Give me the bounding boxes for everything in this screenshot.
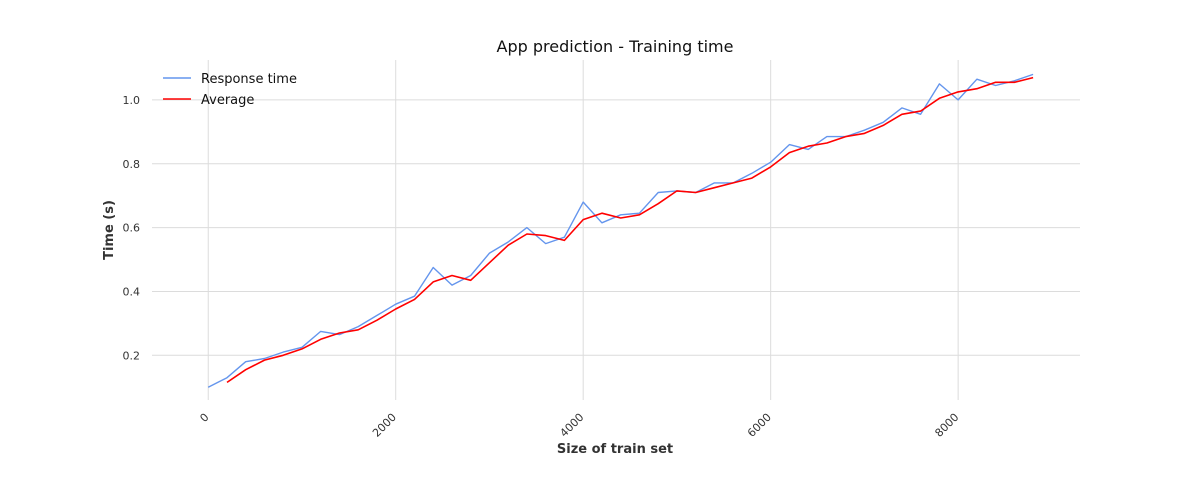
x-tick-label: 0 (197, 411, 211, 425)
chart-title: App prediction - Training time (497, 37, 734, 56)
series-lines (207, 73, 1034, 388)
y-tick-label: 0.2 (123, 349, 141, 362)
x-tick-label: 4000 (557, 411, 586, 440)
series-line-response-time (207, 73, 1034, 388)
legend-label-response-time: Response time (201, 72, 297, 87)
grid (152, 60, 1080, 400)
x-tick-label: 8000 (932, 411, 961, 440)
x-tick-label: 6000 (745, 411, 774, 440)
y-tick-label: 0.6 (123, 222, 141, 235)
x-tick-label: 2000 (370, 411, 399, 440)
y-tick-label: 0.8 (123, 158, 141, 171)
y-tick-label: 0.4 (123, 285, 141, 298)
y-axis-label: Time (s) (102, 200, 117, 260)
legend: Response time Average (163, 72, 297, 108)
y-tick-label: 1.0 (123, 94, 141, 107)
legend-label-average: Average (201, 93, 254, 108)
tick-labels: 0 2000 4000 6000 8000 0.2 0.4 0.6 0.8 1.0 (123, 94, 962, 440)
series-line-average (226, 76, 1034, 384)
x-axis-label: Size of train set (557, 442, 673, 457)
